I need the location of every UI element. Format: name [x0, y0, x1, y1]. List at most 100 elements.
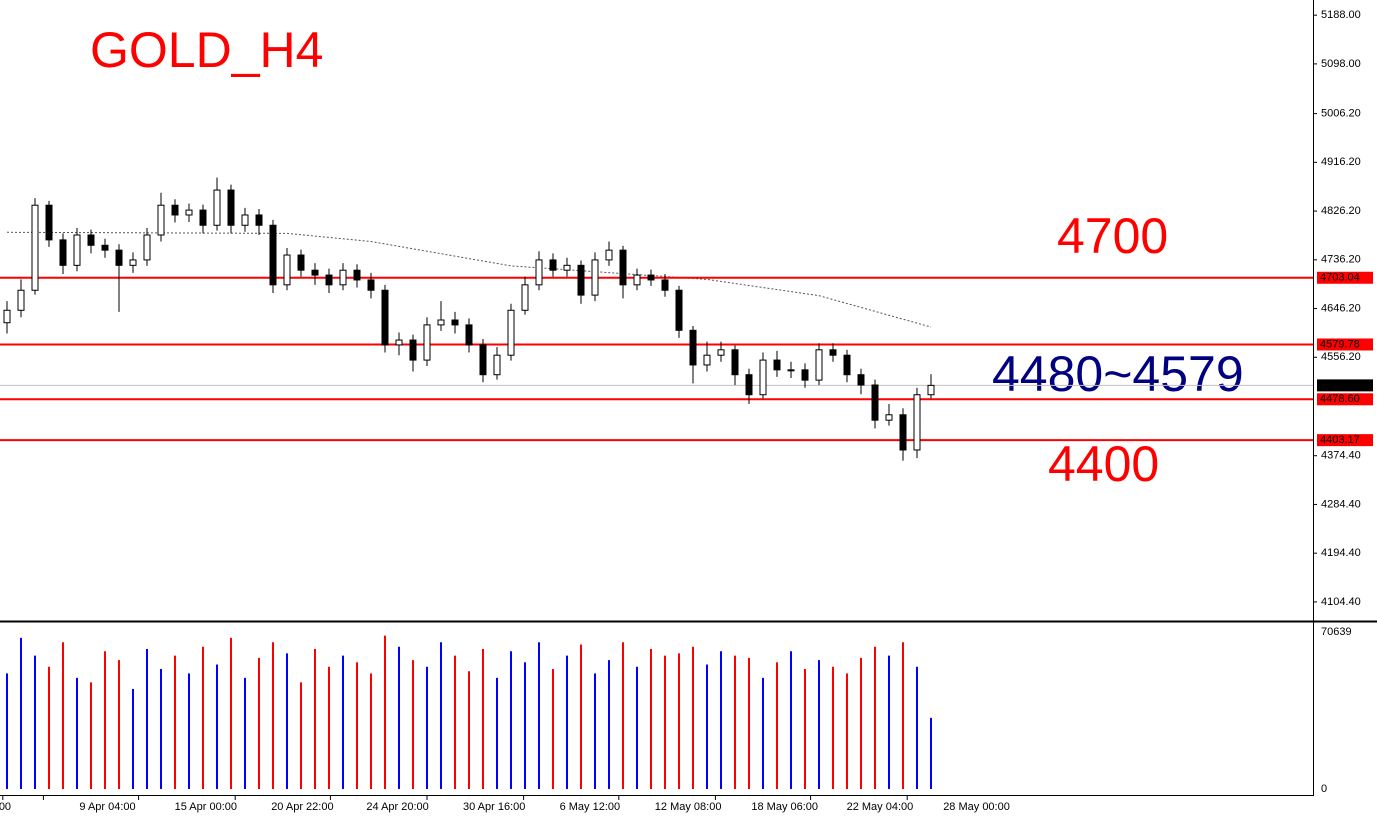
y-tick-label: 5098.00 [1321, 58, 1361, 70]
candle-body [353, 269, 361, 281]
candle-body [325, 274, 333, 286]
candle-body [199, 209, 207, 226]
candle-body [101, 244, 109, 251]
candle-body [255, 214, 263, 226]
y-tick-label: 4374.40 [1321, 450, 1361, 462]
candle-body [913, 394, 921, 451]
candle-body [647, 274, 655, 281]
candle-body [129, 259, 137, 266]
candle-body [871, 384, 879, 421]
candle-body [3, 309, 11, 324]
candle-body [717, 349, 725, 356]
y-tick-label: 4736.20 [1321, 254, 1361, 266]
x-tick-label: 15 Apr 00:00 [175, 801, 237, 813]
candle-body [59, 239, 67, 266]
candle-body [549, 259, 557, 271]
candle-body [773, 359, 781, 371]
candle-body [689, 329, 697, 366]
candle-body [857, 374, 865, 386]
candle-body [409, 339, 417, 361]
chart-title: GOLD_H4 [90, 22, 323, 78]
x-tick-label: 18 May 06:00 [751, 801, 818, 813]
candle-body [605, 249, 613, 261]
x-tick-label: 28 May 00:00 [943, 801, 1010, 813]
candle-body [801, 369, 809, 381]
x-tick-label: 12 May 08:00 [655, 801, 722, 813]
candle-body [17, 289, 25, 311]
candle-body [283, 254, 291, 286]
current-price-box [1317, 379, 1373, 392]
candle-body [521, 284, 529, 311]
candle-body [633, 274, 641, 286]
level-label-box [1317, 338, 1373, 351]
candle-body [829, 349, 837, 356]
candle-body [213, 189, 221, 226]
candle-body [591, 259, 599, 296]
candle-body [227, 189, 235, 226]
candle-body [787, 369, 795, 372]
candle-body [157, 204, 165, 236]
level-label-box [1317, 271, 1373, 284]
candle-body [563, 264, 571, 271]
y-tick-label: 5006.20 [1321, 108, 1361, 120]
level-label: 4478.60 [1320, 393, 1360, 405]
candle-body [87, 234, 95, 246]
candle-body [269, 224, 277, 286]
x-tick-label: 24 Apr 20:00 [366, 801, 428, 813]
candle-body [899, 414, 907, 451]
candle-body [241, 214, 249, 226]
candle-body [885, 414, 893, 421]
annotation: 4480~4579 [992, 346, 1244, 402]
candle-body [395, 339, 403, 346]
y-tick-label: 4104.40 [1321, 596, 1361, 608]
y-tick-label: 4194.40 [1321, 547, 1361, 559]
candle-body [465, 324, 473, 346]
candle-body [171, 204, 179, 216]
candle-body [115, 249, 123, 266]
candle-body [423, 324, 431, 361]
candle-body [367, 279, 375, 291]
candle-body [31, 204, 39, 291]
annotation: 4700 [1057, 208, 1168, 264]
current-price-label: 4504.28 [1320, 379, 1360, 391]
candle-body [577, 264, 585, 296]
candle-body [759, 359, 767, 396]
candle-body [535, 259, 543, 286]
candle-body [311, 269, 319, 276]
candle-body [745, 374, 753, 396]
candle-body [185, 209, 193, 216]
level-label: 4579.78 [1320, 338, 1360, 350]
volume-tick-label: 70639 [1321, 626, 1352, 638]
moving-average [6, 231, 932, 328]
candle-body [661, 279, 669, 291]
level-label: 4703.04 [1320, 272, 1360, 284]
candle-body [339, 269, 347, 286]
level-label-box [1317, 393, 1373, 406]
candle-body [297, 254, 305, 271]
candle-body [731, 349, 739, 376]
candle-body [703, 354, 711, 366]
candle-body [619, 249, 627, 286]
y-tick-label: 4556.20 [1321, 351, 1361, 363]
candle-body [493, 354, 501, 376]
candle-body [507, 309, 515, 356]
x-tick-label: 30 Apr 16:00 [463, 801, 525, 813]
candle-body [927, 384, 935, 396]
level-label: 4403.17 [1320, 434, 1360, 446]
x-tick-label: 9 Apr 04:00 [79, 801, 135, 813]
candle-body [479, 344, 487, 376]
x-tick-label: 22 May 04:00 [847, 801, 914, 813]
candle-body [143, 234, 151, 261]
y-tick-label: 5188.00 [1321, 9, 1361, 21]
y-tick-label: 4826.20 [1321, 205, 1361, 217]
x-tick-label: 20 Apr 22:00 [271, 801, 333, 813]
candle-body [815, 349, 823, 381]
y-tick-label: 4284.40 [1321, 498, 1361, 510]
level-label-box [1317, 434, 1373, 447]
candle-body [381, 289, 389, 346]
candle-body [45, 204, 53, 241]
y-tick-label: 4916.20 [1321, 156, 1361, 168]
candle-body [437, 319, 445, 326]
volume-tick-label: 0 [1321, 783, 1327, 795]
